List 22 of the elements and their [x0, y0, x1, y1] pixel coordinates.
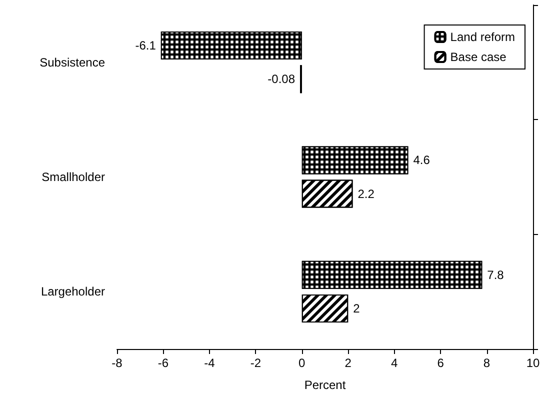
x-tick-label: 4	[390, 356, 398, 370]
y-tick-label: Largeholder	[40, 284, 105, 299]
x-tick-label: 10	[526, 356, 540, 370]
x-tick-label: 2	[344, 356, 352, 370]
legend-label: Land reform	[450, 30, 516, 44]
legend-label: Base case	[450, 50, 507, 64]
data-label: 2.2	[358, 186, 375, 201]
x-tick-label: -6	[158, 356, 169, 370]
data-label: 7.8	[487, 268, 504, 282]
data-label: 2	[353, 301, 360, 316]
data-label: 4.6	[413, 153, 430, 168]
x-axis-title: Percent	[304, 378, 346, 392]
x-tick-label: 8	[483, 356, 490, 370]
x-tick-label: 0	[298, 356, 306, 370]
x-tick-label: -4	[204, 356, 216, 370]
x-tick-label: -2	[250, 356, 262, 370]
x-tick-label: 6	[437, 356, 444, 370]
data-label: -0.08	[268, 72, 296, 86]
data-label: -6.1	[135, 38, 156, 53]
y-tick-label: Smallholder	[42, 170, 105, 184]
x-tick-label: -8	[112, 356, 123, 370]
y-tick-label: Subsistence	[40, 55, 106, 70]
